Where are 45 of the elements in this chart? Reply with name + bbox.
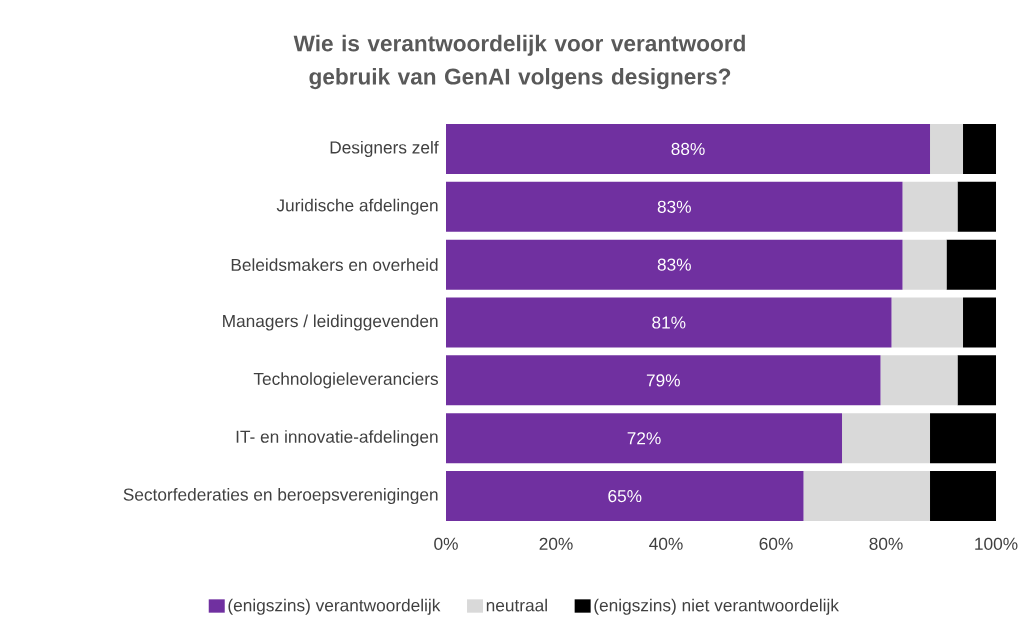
bar xyxy=(446,239,903,290)
bar xyxy=(446,297,892,348)
bar xyxy=(963,123,997,174)
bar xyxy=(930,123,964,174)
data-label: 88% xyxy=(671,142,705,156)
bar xyxy=(946,239,997,290)
bar xyxy=(902,239,947,290)
x-tick-label: 60% xyxy=(759,537,793,550)
y-tick-label: Technologieleveranciers xyxy=(253,372,439,389)
legend-label: (enigszins) niet verantwoordelijk xyxy=(594,598,839,615)
bar xyxy=(930,471,997,522)
y-tick-label: Beleidsmakers en overheid xyxy=(231,258,438,271)
data-label: 81% xyxy=(652,316,686,329)
y-tick-label: Juridische afdelingen xyxy=(276,198,438,215)
bar xyxy=(930,413,997,464)
bar xyxy=(891,297,964,348)
x-tick-label: 80% xyxy=(869,537,903,550)
bar xyxy=(446,471,804,522)
x-tick-label: 20% xyxy=(539,537,573,550)
data-label: 83% xyxy=(657,258,691,271)
bar xyxy=(902,181,958,232)
y-tick-label: Managers / leidinggevenden xyxy=(223,314,438,331)
bar xyxy=(446,123,931,174)
bar xyxy=(957,355,997,406)
data-label: 65% xyxy=(608,489,642,503)
bar xyxy=(842,413,931,464)
bar xyxy=(446,413,843,464)
data-label: 72% xyxy=(627,432,661,445)
x-tick-label: 100% xyxy=(975,537,1018,550)
chart-title: Wie is verantwoordelijk voor verantwoord gebruik van GenAI volgens designers? xyxy=(293,34,745,90)
bar xyxy=(880,355,958,406)
data-label: 83% xyxy=(657,200,691,213)
legend-label: (enigszins) verantwoordelijk xyxy=(228,598,441,615)
y-tick-label: Sectorfederaties en beroepsverenigingen xyxy=(123,488,438,505)
y-tick-label: IT- en innovatie-afdelingen xyxy=(236,430,438,447)
bar xyxy=(446,181,903,232)
x-tick-label: 0% xyxy=(434,537,458,550)
bar xyxy=(803,471,931,522)
y-tick-label: Designers zelf xyxy=(330,140,439,157)
data-label: 79% xyxy=(646,374,680,387)
bar xyxy=(957,181,997,232)
legend-label: neutraal xyxy=(486,598,547,612)
bar xyxy=(963,297,997,348)
bar xyxy=(446,355,881,406)
x-tick-label: 40% xyxy=(649,537,683,550)
